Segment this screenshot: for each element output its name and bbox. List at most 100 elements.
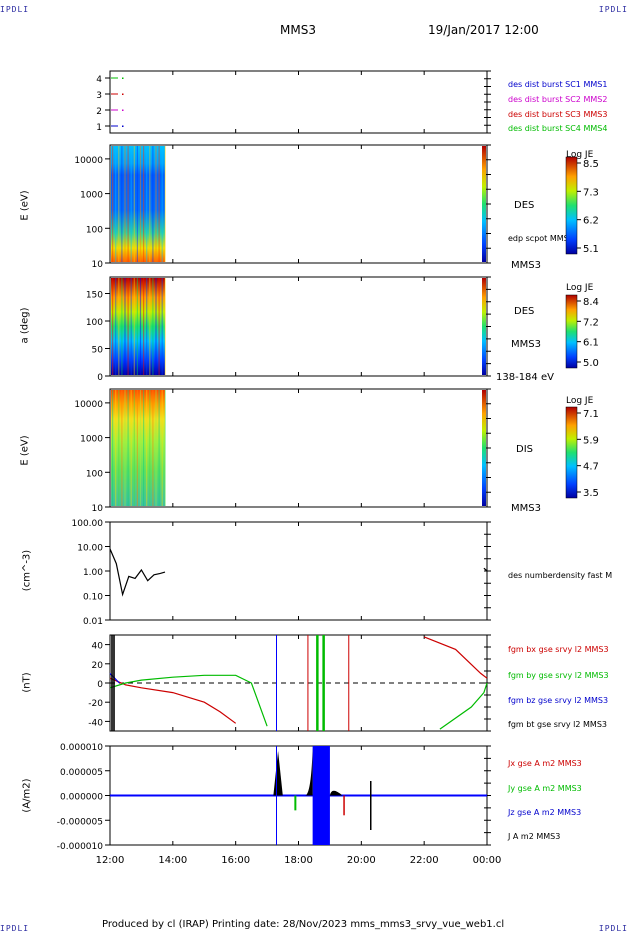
- spec-streak: [155, 390, 157, 506]
- spec-streak: [112, 146, 114, 262]
- colorbar-tick-label: 5.9: [583, 435, 599, 446]
- spec-streak: [130, 146, 132, 262]
- colorbar-tick-label: 5.0: [583, 358, 599, 369]
- colorbar-tick-label: 8.4: [583, 297, 599, 308]
- bfield-ytick-label: -20: [88, 699, 103, 709]
- colorbar-tick-label: 3.5: [583, 488, 599, 499]
- spec-streak: [152, 278, 154, 375]
- colorbar3-title: Log JE: [566, 396, 594, 406]
- burst-ytick-label: 3: [96, 91, 102, 101]
- legend-burst-mms2: des dist burst SC2 MMS2: [508, 95, 608, 104]
- legend-jy: Jy gse A m2 MMS3: [508, 784, 582, 793]
- density-ytick-label: 0.01: [83, 617, 103, 627]
- spec-streak: [152, 146, 154, 262]
- spec-streak: [143, 146, 145, 262]
- spec-streak: [149, 146, 151, 262]
- spec-ytick-label-2: 100: [86, 318, 103, 328]
- panel-frame-4: [109, 388, 488, 508]
- current-ytick-label: -0.000005: [57, 817, 103, 827]
- corner-label-bottom-right: IPDLI: [598, 924, 628, 933]
- burst-dot: [122, 93, 124, 95]
- footer-text: Produced by cl (IRAP) Printing date: 28/…: [102, 919, 505, 930]
- burst-ytick-label: 4: [96, 75, 102, 85]
- colorbar-tick-label: 7.2: [583, 317, 599, 328]
- current-spike-1: [273, 751, 283, 796]
- spec-streak: [155, 278, 157, 375]
- spec-streak: [115, 278, 117, 375]
- bfield-line-1: [439, 682, 488, 730]
- bfield-line-0: [423, 636, 488, 679]
- x-tick-label: 14:00: [158, 855, 187, 866]
- legend-j: J A m2 MMS3: [508, 832, 561, 841]
- spec-streak: [133, 390, 135, 506]
- bfield-ytick-label: 0: [97, 680, 103, 690]
- bfield-line-0: [109, 677, 237, 724]
- current-spike-2: [304, 748, 313, 796]
- spectrogram-block-3: [111, 390, 165, 506]
- panel-frame-5: [109, 521, 488, 621]
- legend-jz: Jz gse A m2 MMS3: [508, 808, 582, 817]
- spec-ytick-label-2: 50: [92, 346, 104, 356]
- bfield-ytick-label: 20: [92, 661, 104, 671]
- spec-streak: [143, 390, 145, 506]
- x-tick-label: 00:00: [473, 855, 502, 866]
- colorbar1-title: Log JE: [566, 150, 594, 160]
- spec-streak: [164, 146, 166, 262]
- spec-streak: [164, 278, 166, 375]
- current-ytick-label: 0.000005: [60, 768, 103, 778]
- panel-frame-3: [109, 276, 488, 377]
- spec-streak: [146, 146, 148, 262]
- spec-streak: [136, 278, 138, 375]
- spec-streak: [124, 278, 126, 375]
- des-label: DES: [514, 200, 535, 211]
- edp-scpot-label: edp scpot MMS3: [508, 234, 574, 243]
- x-tick-label: 12:00: [96, 855, 125, 866]
- x-tick-label: 22:00: [410, 855, 439, 866]
- colorbar-tick-label: 6.1: [583, 338, 599, 349]
- spectrogram-end-strip-1: [482, 146, 486, 262]
- burst-dot: [122, 125, 124, 127]
- spacecraft-title: MMS3: [280, 23, 316, 37]
- colorbar-3: [565, 406, 578, 499]
- spec-streak: [158, 390, 160, 506]
- spec-streak: [115, 146, 117, 262]
- spec-streak: [164, 390, 166, 506]
- spec-streak: [158, 146, 160, 262]
- spec-streak: [161, 146, 163, 262]
- panel-frame-2: [109, 144, 488, 264]
- spec-streak: [124, 146, 126, 262]
- spec-ytick-label-3: 1000: [80, 435, 103, 445]
- spec-streak: [133, 146, 135, 262]
- colorbar-tick-label: 5.1: [583, 244, 599, 255]
- legend-bz: fgm bz gse srvy l2 MMS3: [508, 696, 609, 705]
- current-burst-block: [312, 746, 330, 845]
- colorbar-2: [565, 294, 578, 369]
- dis-mms3-label: MMS3: [511, 503, 541, 514]
- legend-by: fgm by gse srvy l2 MMS3: [508, 671, 609, 680]
- legend-jx: Jx gse A m2 MMS3: [508, 759, 582, 768]
- spec-streak: [112, 390, 114, 506]
- spec-streak: [127, 146, 129, 262]
- colorbar-tick-label: 4.7: [583, 462, 599, 473]
- spec-streak: [161, 278, 163, 375]
- spec-streak: [130, 278, 132, 375]
- spec-streak: [118, 146, 120, 262]
- bfield-line-1: [109, 674, 268, 727]
- spec-streak: [161, 390, 163, 506]
- spec-streak: [121, 278, 123, 375]
- spec-streak: [158, 278, 160, 375]
- density-ytick-label: 0.10: [83, 593, 103, 603]
- x-tick-label: 16:00: [221, 855, 250, 866]
- colorbar2-title: Log JE: [566, 283, 594, 293]
- x-tick-label: 20:00: [347, 855, 376, 866]
- spec-streak: [121, 390, 123, 506]
- spec-streak: [146, 278, 148, 375]
- spec-streak: [136, 390, 138, 506]
- date-time-title: 19/Jan/2017 12:00: [428, 23, 539, 37]
- density-ytick-label: 100.00: [72, 519, 104, 529]
- spec-ytick-label-2: 150: [86, 291, 103, 301]
- legend-burst-mms3: des dist burst SC3 MMS3: [508, 110, 608, 119]
- colorbar-1: [565, 156, 578, 255]
- spec-streak: [146, 390, 148, 506]
